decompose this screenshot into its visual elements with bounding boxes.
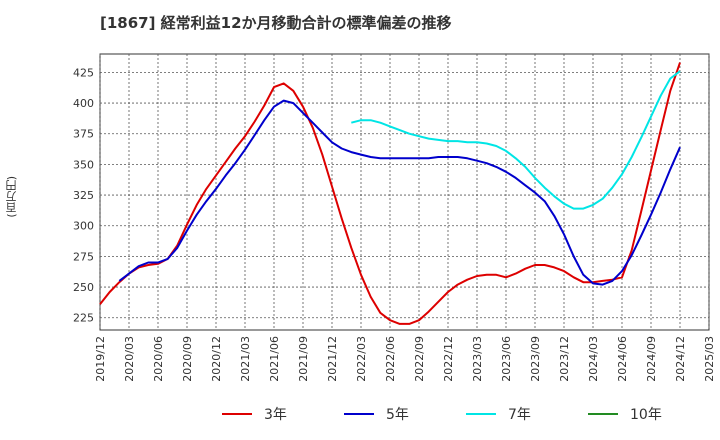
y-tick-label: 250 <box>73 281 94 294</box>
x-tick-label: 2021/12 <box>326 336 339 382</box>
x-tick-label: 2022/03 <box>355 336 368 382</box>
x-tick-label: 2020/12 <box>210 336 223 382</box>
y-tick-label: 350 <box>73 158 94 171</box>
x-tick-label: 2024/06 <box>616 336 629 382</box>
x-tick-label: 2021/03 <box>239 336 252 382</box>
x-tick-label: 2023/12 <box>558 336 571 382</box>
x-tick-label: 2023/06 <box>500 336 513 382</box>
y-tick-label: 325 <box>73 189 94 202</box>
y-tick-label: 400 <box>73 97 94 110</box>
axis-ticks: 225 250 275 300 325 350 375 400 425 2019/12 2020/0… <box>73 66 716 381</box>
legend-label: 5年 <box>386 407 409 423</box>
x-tick-label: 2021/06 <box>268 336 281 382</box>
y-tick-label: 225 <box>73 312 94 325</box>
series-line-5年 <box>118 99 681 286</box>
series-line-7年 <box>351 70 681 210</box>
x-tick-label: 2024/09 <box>645 336 658 382</box>
x-tick-label: 2019/12 <box>94 336 107 382</box>
y-tick-label: 425 <box>73 66 94 79</box>
x-tick-label: 2025/03 <box>703 336 716 382</box>
x-tick-label: 2024/12 <box>674 336 687 382</box>
x-tick-label: 2024/03 <box>587 336 600 382</box>
x-tick-label: 2023/09 <box>529 336 542 382</box>
legend-label: 10年 <box>630 407 662 423</box>
x-tick-label: 2022/09 <box>413 336 426 382</box>
series-lines <box>99 62 681 325</box>
x-tick-label: 2020/09 <box>181 336 194 382</box>
y-tick-label: 300 <box>73 220 94 233</box>
grid-lines <box>99 54 710 330</box>
y-tick-label: 275 <box>73 250 94 263</box>
x-tick-label: 2020/03 <box>123 336 136 382</box>
x-tick-label: 2021/09 <box>297 336 310 382</box>
x-tick-label: 2020/06 <box>152 336 165 382</box>
x-tick-label: 2022/06 <box>384 336 397 382</box>
legend-label: 3年 <box>264 407 287 423</box>
series-line-3年 <box>99 62 681 325</box>
plot-area <box>99 53 710 331</box>
x-tick-label: 2022/12 <box>442 336 455 382</box>
legend-label: 7年 <box>508 407 531 423</box>
x-tick-label: 2023/03 <box>471 336 484 382</box>
legend: 3年 5年 7年 10年 <box>222 407 662 423</box>
chart-title: [1867] 経常利益12か月移動合計の標準偏差の推移 <box>100 14 452 32</box>
y-tick-label: 375 <box>73 128 94 141</box>
